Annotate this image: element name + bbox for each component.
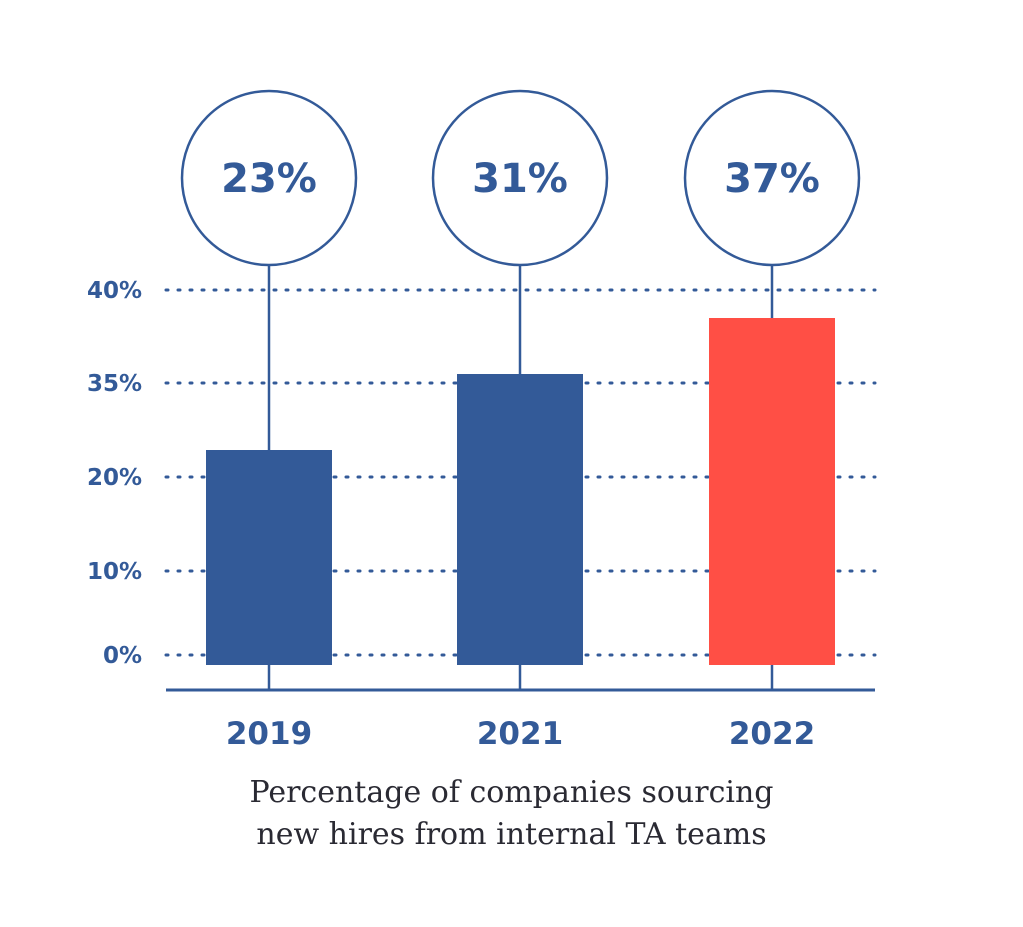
caption-line-1: Percentage of companies sourcing [249, 775, 774, 810]
y-axis-ticks: 0% 10% 20% 35% 40% [87, 278, 142, 669]
value-bubble [431, 89, 609, 267]
bubble-value-label: 37% [724, 156, 820, 202]
bar-2019 [206, 450, 332, 665]
y-tick-label: 35% [87, 371, 142, 397]
value-bubble [683, 89, 861, 267]
x-tick-label: 2021 [477, 716, 563, 752]
y-tick-label: 40% [87, 278, 142, 304]
y-tick-label: 0% [103, 643, 142, 669]
chart-caption: Percentage of companies sourcing new hir… [0, 772, 1023, 856]
y-tick-label: 10% [87, 559, 142, 585]
bubble-value-label: 31% [472, 156, 568, 202]
value-bubble [180, 89, 358, 267]
y-tick-label: 20% [87, 465, 142, 491]
bar-2021 [457, 374, 583, 665]
bar-2022 [709, 318, 835, 665]
x-tick-label: 2022 [729, 716, 815, 752]
x-tick-label: 2019 [226, 716, 312, 752]
x-axis-labels: 2019 2021 2022 [226, 716, 815, 752]
bars [206, 318, 835, 665]
value-bubbles: 23% 31% 37% [180, 89, 861, 267]
bubble-value-label: 23% [221, 156, 317, 202]
caption-line-2: new hires from internal TA teams [256, 817, 767, 852]
